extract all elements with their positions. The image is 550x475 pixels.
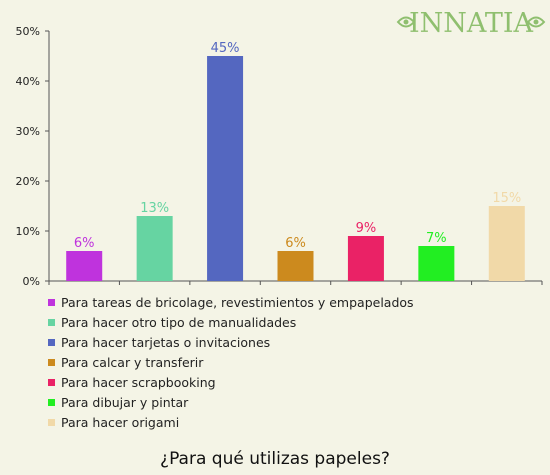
y-tick-label: 10% [16,225,40,238]
data-label: 15% [492,191,521,206]
legend-swatch [48,338,55,346]
legend-item: Para tareas de bricolage, revestimientos… [48,292,414,312]
legend-item: Para hacer tarjetas o invitaciones [48,332,414,352]
y-tick-label: 50% [16,25,40,38]
legend-label: Para hacer scrapbooking [61,374,216,390]
legend-swatch [48,418,55,426]
innatia-logo: INNATIA [396,8,546,39]
bar [207,56,244,281]
legend-label: Para hacer origami [61,414,180,430]
chart-title: ¿Para qué utilizas papeles? [160,449,390,469]
y-tick-label: 20% [16,175,40,188]
legend-label: Para hacer otro tipo de manualidades [61,314,297,330]
data-label: 45% [211,41,240,56]
data-label: 7% [426,231,447,246]
data-label: 6% [285,236,306,251]
legend-label: Para dibujar y pintar [61,394,189,410]
svg-text:INNATIA: INNATIA [409,8,534,39]
bar [347,236,384,281]
legend-item: Para dibujar y pintar [48,392,414,412]
legend-item: Para hacer otro tipo de manualidades [48,312,414,332]
legend-swatch [48,358,55,366]
legend-swatch [48,298,55,306]
legend-swatch [48,318,55,326]
legend-item: Para hacer scrapbooking [48,372,414,392]
data-label: 9% [356,221,377,236]
bar [488,206,525,281]
y-tick-label: 40% [16,75,40,88]
data-label: 6% [74,236,95,251]
y-tick-label: 30% [16,125,40,138]
bar [277,251,314,281]
legend-swatch [48,378,55,386]
bar [66,251,103,281]
legend-item: Para hacer origami [48,412,414,432]
bar [136,216,173,281]
legend-label: Para hacer tarjetas o invitaciones [61,334,271,350]
legend-swatch [48,398,55,406]
legend-label: Para calcar y transferir [61,354,204,370]
bar-chart: 0% 10% 20% 30% 40% 50% 6% 13% 45% 6% 9% 7% 15% [16,25,543,288]
chart-legend: Para tareas de bricolage, revestimientos… [48,292,414,432]
data-label: 13% [140,201,169,216]
bar [418,246,455,281]
legend-label: Para tareas de bricolage, revestimientos… [61,294,414,310]
legend-item: Para calcar y transferir [48,352,414,372]
y-tick-label: 0% [23,275,40,288]
